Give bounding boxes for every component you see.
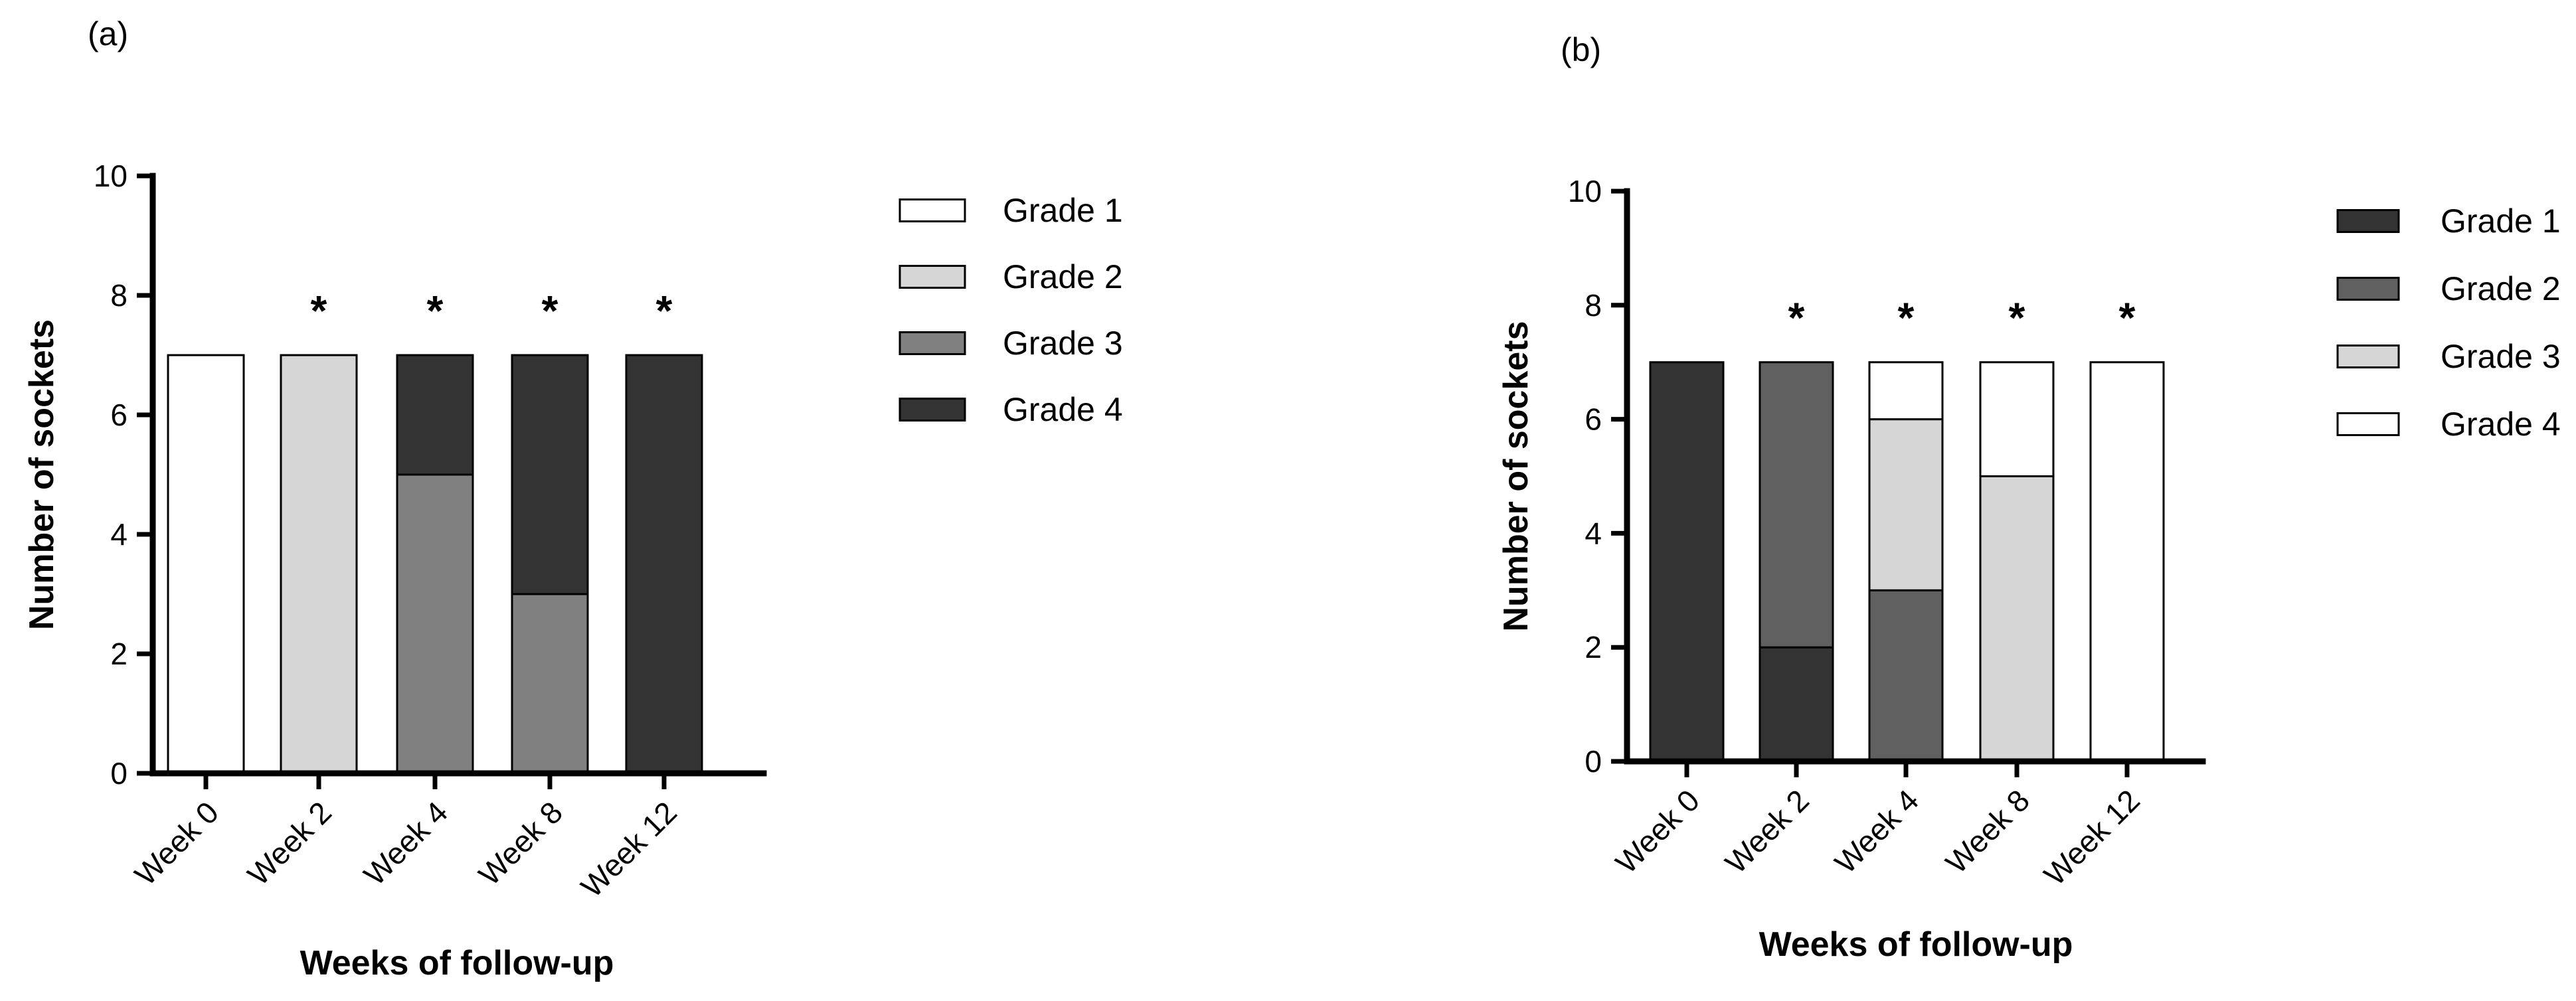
x-tick-label: Week 4 bbox=[1828, 783, 1925, 880]
bar-grade-4-week-4 bbox=[396, 354, 474, 476]
bar-grade-1-week-2 bbox=[1759, 646, 1834, 763]
bar-grade-3-week-8 bbox=[1979, 475, 2055, 763]
y-tick-label: 2 bbox=[1585, 630, 1602, 664]
legend-label: Grade 2 bbox=[1003, 258, 1123, 295]
legend-label: Grade 4 bbox=[1003, 391, 1123, 428]
bar-grade-3-week-8 bbox=[511, 593, 589, 775]
legend-label: Grade 1 bbox=[2441, 202, 2561, 240]
significance-marker: * bbox=[311, 287, 327, 335]
x-tick-label: Week 2 bbox=[241, 795, 338, 891]
bar-grade-4-week-8 bbox=[1979, 361, 2055, 478]
y-axis-title: Number of sockets bbox=[1497, 321, 1535, 631]
x-tick-label: Week 0 bbox=[128, 795, 225, 891]
x-tick-label: Week 12 bbox=[2037, 783, 2147, 892]
y-tick-label: 6 bbox=[110, 398, 128, 432]
x-tick-label: Week 8 bbox=[472, 795, 569, 891]
legend-label: Grade 3 bbox=[1003, 325, 1123, 362]
bar-grade-3-week-4 bbox=[396, 473, 474, 775]
significance-marker: * bbox=[656, 287, 673, 335]
y-tick-label: 6 bbox=[1585, 402, 1602, 437]
y-tick-label: 4 bbox=[110, 517, 128, 552]
legend-label: Grade 3 bbox=[2441, 338, 2561, 375]
x-tick-label: Week 0 bbox=[1609, 783, 1706, 880]
legend-swatch-grade-3 bbox=[2336, 345, 2400, 368]
legend-swatch-grade-4 bbox=[2336, 412, 2400, 436]
y-tick-label: 10 bbox=[1568, 174, 1602, 208]
significance-marker: * bbox=[1898, 294, 1915, 342]
significance-marker: * bbox=[427, 287, 444, 335]
x-tick-label: Week 12 bbox=[574, 795, 684, 904]
legend-swatch-grade-1 bbox=[2336, 209, 2400, 233]
bar-grade-2-week-2 bbox=[1759, 361, 1834, 649]
panel-label: (b) bbox=[1561, 31, 1601, 68]
legend-swatch-grade-3 bbox=[899, 331, 966, 355]
y-tick-label: 4 bbox=[1585, 516, 1602, 550]
y-tick-label: 8 bbox=[110, 278, 128, 313]
y-tick-label: 10 bbox=[94, 159, 128, 193]
legend-swatch-grade-4 bbox=[899, 398, 966, 422]
significance-marker: * bbox=[1788, 294, 1805, 342]
panel-label: (a) bbox=[88, 15, 128, 52]
y-axis-title: Number of sockets bbox=[23, 319, 61, 630]
legend-label: Grade 4 bbox=[2441, 406, 2561, 443]
x-tick-label: Week 4 bbox=[357, 795, 454, 891]
x-tick-label: Week 2 bbox=[1719, 783, 1816, 880]
bar-grade-4-week-12 bbox=[2089, 361, 2165, 763]
bar-grade-4-week-4 bbox=[1868, 361, 1944, 421]
y-tick-label: 2 bbox=[110, 637, 128, 671]
bar-grade-2-week-4 bbox=[1868, 589, 1944, 763]
significance-marker: * bbox=[2119, 294, 2136, 342]
significance-marker: * bbox=[2009, 294, 2025, 342]
bar-grade-2-week-2 bbox=[280, 354, 358, 775]
legend-label: Grade 1 bbox=[1003, 192, 1123, 229]
x-axis-title: Weeks of follow-up bbox=[1759, 925, 2073, 964]
bar-grade-1-week-0 bbox=[1649, 361, 1725, 763]
x-tick-label: Week 8 bbox=[1939, 783, 2036, 880]
y-tick-label: 8 bbox=[1585, 288, 1602, 323]
y-tick-label: 0 bbox=[1585, 744, 1602, 779]
legend-swatch-grade-1 bbox=[899, 198, 966, 222]
x-axis-title: Weeks of follow-up bbox=[300, 944, 614, 982]
bar-grade-3-week-4 bbox=[1868, 418, 1944, 591]
bar-grade-4-week-12 bbox=[625, 354, 703, 775]
legend-label: Grade 2 bbox=[2441, 270, 2561, 307]
bar-grade-4-week-8 bbox=[511, 354, 589, 595]
legend-swatch-grade-2 bbox=[2336, 277, 2400, 301]
y-tick-label: 0 bbox=[110, 756, 128, 791]
significance-marker: * bbox=[542, 287, 558, 335]
legend-swatch-grade-2 bbox=[899, 265, 966, 289]
bar-grade-1-week-0 bbox=[167, 354, 245, 775]
